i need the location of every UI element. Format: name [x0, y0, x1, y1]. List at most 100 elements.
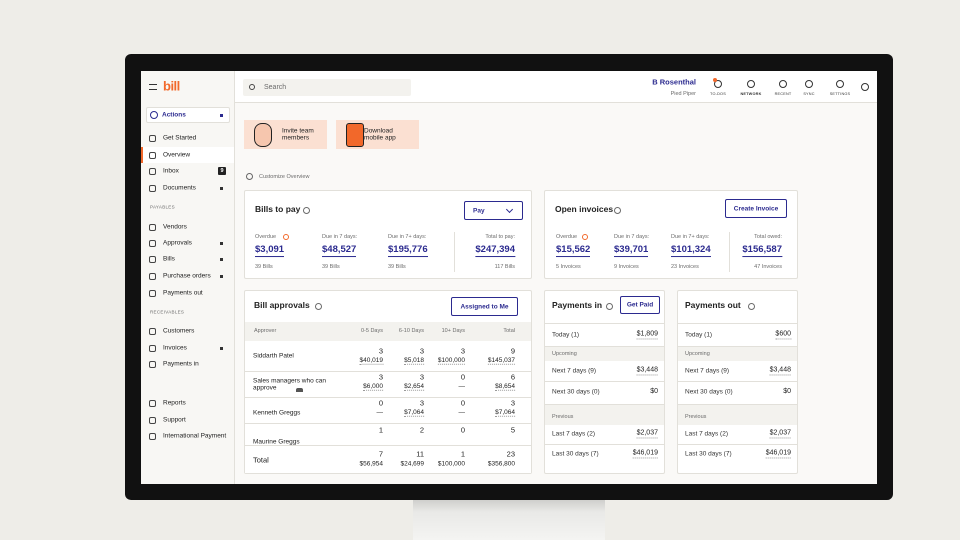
period-amount[interactable]: $2,037	[636, 429, 658, 439]
column-header: Approver	[254, 327, 277, 334]
period-amount[interactable]: $1,809	[636, 330, 658, 340]
total-count: 11	[416, 449, 424, 459]
nav-item[interactable]: Payments in	[163, 360, 199, 368]
stat-amount[interactable]: $15,562	[556, 244, 591, 257]
row-divider	[678, 381, 797, 382]
nav-icon	[149, 272, 156, 280]
approver-name[interactable]: Maurine Greggs	[253, 438, 300, 446]
button[interactable]	[725, 199, 787, 218]
period-amount[interactable]: $600	[775, 330, 791, 340]
total-label: Total	[253, 455, 269, 465]
card-title: Payments in	[552, 300, 603, 311]
search-box[interactable]	[243, 79, 411, 96]
amount[interactable]: —	[376, 409, 384, 417]
shortcut-icon	[836, 80, 844, 88]
total-amount: $56,954	[359, 460, 384, 468]
period-amount[interactable]: $2,037	[769, 429, 791, 439]
row-divider	[245, 397, 531, 398]
nav-item[interactable]: Overview	[163, 151, 191, 159]
nav-item[interactable]: Reports	[163, 399, 186, 407]
total-amount: $24,699	[400, 460, 425, 468]
shortcut-label[interactable]: NETWORK	[740, 91, 762, 96]
button-label[interactable]: Create Invoice	[733, 204, 779, 212]
nav-item[interactable]: Inbox	[163, 167, 179, 175]
customize-link[interactable]: Customize Overview	[259, 173, 310, 180]
period-amount[interactable]: $46,019	[765, 449, 791, 459]
period-amount[interactable]: $3,448	[636, 366, 658, 376]
nav-item[interactable]: Bills	[163, 255, 175, 263]
monitor-stand	[413, 500, 605, 540]
total-count: 23	[506, 449, 515, 459]
amount[interactable]: $8,654	[495, 382, 515, 392]
nav-item[interactable]: Customers	[163, 327, 195, 335]
button-label[interactable]: Assigned to Me	[460, 302, 509, 310]
amount[interactable]: —	[458, 383, 466, 391]
card-title: Bill approvals	[254, 300, 310, 311]
stat-count: 9 Invoices	[614, 263, 639, 270]
active-nav-bar	[141, 147, 143, 163]
stat-amount[interactable]: $247,394	[475, 244, 515, 257]
button-label[interactable]: Get Paid	[626, 301, 654, 309]
period-amount[interactable]: $3,448	[769, 366, 791, 376]
shortcut-icon	[747, 80, 755, 88]
help-icon[interactable]	[861, 83, 869, 91]
amount[interactable]: $100,000	[437, 356, 465, 366]
stat-amount[interactable]: $101,324	[671, 244, 711, 257]
amount[interactable]: $7,064	[495, 408, 515, 418]
promo-text: Download mobile app	[364, 127, 396, 142]
nav-item[interactable]: Vendors	[163, 223, 187, 231]
stat-count: 117 Bills	[494, 263, 515, 270]
nav-item[interactable]: Get Started	[163, 134, 197, 142]
amount[interactable]: —	[458, 409, 466, 417]
period-label: Today (1)	[685, 331, 713, 339]
button[interactable]	[620, 296, 660, 314]
total-row	[245, 445, 531, 473]
nav-item[interactable]: Invoices	[163, 344, 187, 352]
stat-amount[interactable]: $195,776	[388, 244, 428, 257]
button[interactable]	[464, 201, 523, 220]
period-amount[interactable]: $0	[783, 387, 791, 395]
period-label: Last 7 days (2)	[685, 430, 728, 438]
amount[interactable]: $7,064	[404, 408, 424, 418]
nav-item[interactable]: Support	[163, 416, 186, 424]
info-icon	[614, 206, 621, 214]
info-icon	[303, 206, 310, 214]
stat-amount[interactable]: $3,091	[255, 244, 285, 257]
shortcut-label[interactable]: TO-DOS	[710, 91, 726, 96]
nav-item[interactable]: Payments out	[163, 289, 203, 297]
approver-name[interactable]: Kenneth Greggs	[253, 409, 301, 417]
row-divider	[678, 323, 797, 324]
amount[interactable]: $2,654	[404, 382, 424, 392]
period-amount[interactable]: $46,019	[632, 449, 658, 459]
amount[interactable]: $145,037	[487, 356, 515, 366]
amount[interactable]: $5,018	[404, 356, 424, 366]
nav-item[interactable]: Approvals	[163, 239, 192, 247]
amount[interactable]: $40,019	[359, 356, 383, 366]
nav-item[interactable]: Documents	[163, 184, 196, 192]
approver-name[interactable]: Siddarth Patel	[253, 352, 294, 360]
button-label[interactable]: Pay	[473, 206, 485, 214]
shortcut-label[interactable]: SYNC	[803, 91, 815, 96]
nav-item[interactable]: International Payment	[163, 432, 227, 440]
user-name[interactable]: B Rosenthal	[652, 77, 696, 87]
stat-amount[interactable]: $39,701	[614, 244, 649, 257]
shortcut-label[interactable]: SETTINGS	[829, 91, 851, 96]
info-icon	[748, 303, 755, 310]
period-amount[interactable]: $0	[650, 387, 658, 395]
column-header: 10+ Days	[441, 327, 465, 334]
section-heading: Upcoming	[552, 350, 577, 357]
promo-text: Invite team members	[282, 127, 314, 142]
stat-amount[interactable]: $156,587	[742, 244, 782, 257]
amount[interactable]: $6,000	[363, 382, 383, 392]
shortcut-label[interactable]: RECENT	[774, 91, 792, 96]
section-band	[678, 404, 797, 425]
actions-button[interactable]	[146, 107, 230, 123]
nav-item[interactable]: Purchase orders	[163, 272, 211, 280]
caret	[220, 347, 223, 350]
button[interactable]	[451, 297, 518, 316]
total-amount: $356,800	[487, 460, 515, 468]
approver-name[interactable]: Sales managers who can approve	[253, 377, 326, 392]
caret	[220, 275, 223, 278]
customize-icon[interactable]	[246, 173, 253, 180]
stat-amount[interactable]: $48,527	[322, 244, 357, 257]
